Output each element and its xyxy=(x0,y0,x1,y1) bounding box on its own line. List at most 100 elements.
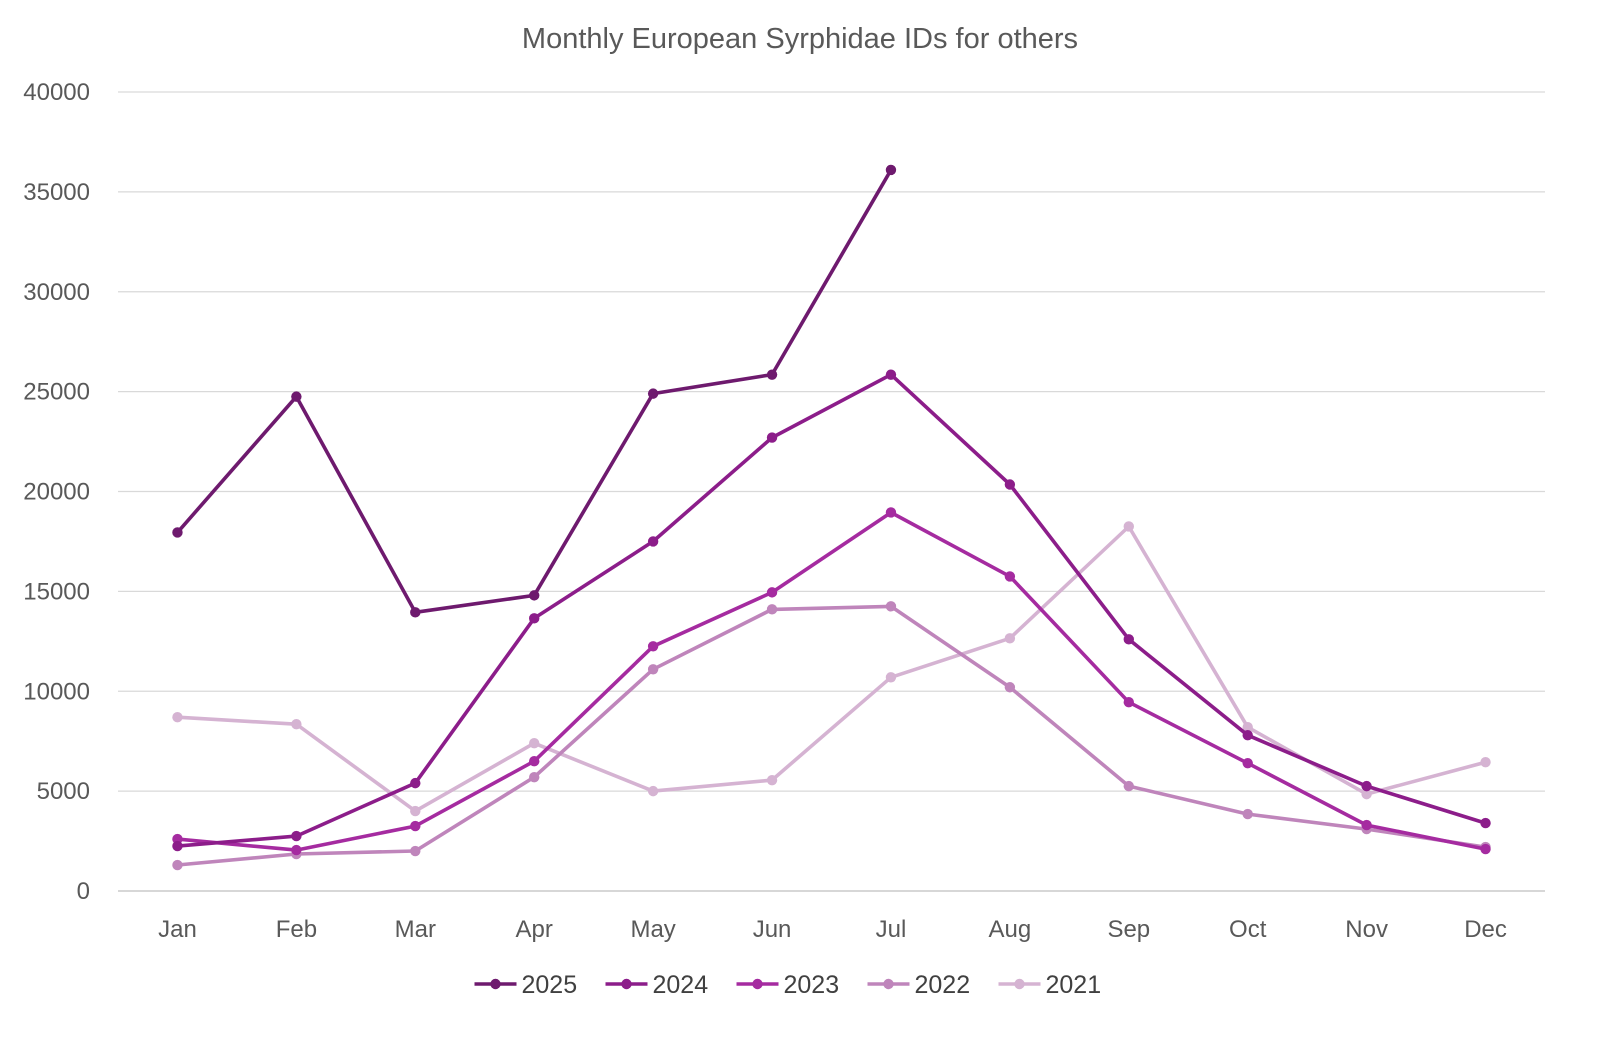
data-point xyxy=(1361,819,1372,831)
legend-swatch-marker xyxy=(621,978,632,990)
data-point xyxy=(885,672,897,683)
y-tick-label: 15000 xyxy=(23,578,90,605)
data-point xyxy=(410,777,421,789)
chart-title: Monthly European Syrphidae IDs for other… xyxy=(522,23,1078,55)
y-tick-label: 20000 xyxy=(23,479,90,506)
data-point xyxy=(1242,729,1253,741)
data-point xyxy=(529,737,540,749)
y-tick-label: 5000 xyxy=(37,778,90,805)
data-point xyxy=(766,604,778,615)
data-point xyxy=(885,369,897,380)
data-point xyxy=(1480,756,1491,768)
x-tick-label: Apr xyxy=(516,916,553,943)
data-point xyxy=(1123,521,1134,532)
data-point xyxy=(410,607,421,618)
y-tick-label: 35000 xyxy=(23,179,90,206)
series-2021 xyxy=(172,521,1491,817)
data-point xyxy=(885,601,897,612)
x-tick-label: Jun xyxy=(753,916,792,943)
x-tick-label: Nov xyxy=(1345,916,1388,943)
data-point xyxy=(766,369,778,380)
x-tick-label: Mar xyxy=(395,916,436,943)
series-2023 xyxy=(172,507,1491,856)
data-point xyxy=(172,859,183,871)
data-point xyxy=(529,613,540,624)
data-point xyxy=(172,840,183,852)
data-point xyxy=(1480,817,1491,829)
data-point xyxy=(410,845,421,857)
series-line xyxy=(175,510,1488,852)
y-tick-label: 25000 xyxy=(23,379,90,406)
data-point xyxy=(647,641,659,652)
x-tick-label: Jan xyxy=(158,916,197,943)
data-point xyxy=(291,391,302,402)
data-point xyxy=(1361,780,1372,792)
legend-label: 2022 xyxy=(915,971,971,999)
legend-swatch-marker xyxy=(883,978,894,990)
x-tick-label: May xyxy=(630,916,675,943)
series-2024 xyxy=(172,369,1491,852)
data-point xyxy=(291,719,302,730)
data-point xyxy=(1123,634,1134,645)
x-tick-label: Aug xyxy=(989,916,1032,943)
data-point xyxy=(1123,697,1134,708)
data-point xyxy=(647,785,659,797)
x-tick-label: Oct xyxy=(1229,916,1267,943)
x-tick-label: Jul xyxy=(876,916,907,943)
data-point xyxy=(1004,682,1016,693)
series-layer xyxy=(172,164,1491,871)
x-tick-label: Dec xyxy=(1464,916,1507,943)
legend-label: 2025 xyxy=(522,971,578,999)
data-point xyxy=(885,507,897,518)
data-point xyxy=(1004,633,1016,644)
data-point xyxy=(647,536,659,547)
data-point xyxy=(172,527,183,538)
data-point xyxy=(1123,780,1134,792)
gridlines xyxy=(118,91,1545,892)
legend-item-2024: 2024 xyxy=(605,971,709,999)
legend-item-2021: 2021 xyxy=(998,971,1102,999)
x-axis: Jan Feb Mar Apr May Jun Jul Aug Sep Oct Nov Dec xyxy=(158,916,1507,943)
y-tick-label: 30000 xyxy=(23,279,90,306)
data-point xyxy=(1004,571,1016,582)
data-point xyxy=(885,164,897,176)
y-tick-label: 10000 xyxy=(23,678,90,705)
data-point xyxy=(410,820,421,832)
data-point xyxy=(1242,722,1253,733)
data-point xyxy=(410,805,421,817)
data-point xyxy=(647,664,659,675)
data-point xyxy=(1242,757,1253,769)
data-point xyxy=(529,590,540,601)
legend-item-2022: 2022 xyxy=(867,971,971,999)
x-tick-label: Sep xyxy=(1107,916,1150,943)
y-tick-label: 40000 xyxy=(23,79,90,106)
series-line xyxy=(175,372,1488,848)
legend-label: 2023 xyxy=(784,971,840,999)
y-axis: 0 5000 10000 15000 20000 25000 30000 35000 40000 xyxy=(23,79,90,905)
series-line xyxy=(175,524,1488,813)
data-point xyxy=(1480,843,1491,855)
data-point xyxy=(291,844,302,856)
series-2025 xyxy=(172,164,897,618)
data-point xyxy=(647,388,659,399)
legend-swatch-marker xyxy=(752,978,763,990)
data-point xyxy=(766,587,778,598)
y-tick-label: 0 xyxy=(77,878,90,905)
data-point xyxy=(766,432,778,443)
legend-label: 2021 xyxy=(1046,971,1102,999)
x-tick-label: Feb xyxy=(276,916,317,943)
data-point xyxy=(529,755,540,767)
data-point xyxy=(1361,788,1372,800)
series-2022 xyxy=(172,601,1491,871)
legend-swatch-marker xyxy=(1014,978,1025,990)
data-point xyxy=(1242,808,1253,820)
legend: 2025 2024 2023 2022 2021 xyxy=(474,971,1102,999)
legend-item-2025: 2025 xyxy=(474,971,578,999)
legend-swatch-marker xyxy=(490,978,501,990)
data-point xyxy=(1004,479,1016,490)
legend-label: 2024 xyxy=(653,971,709,999)
series-line xyxy=(175,604,1488,867)
data-point xyxy=(529,771,540,783)
